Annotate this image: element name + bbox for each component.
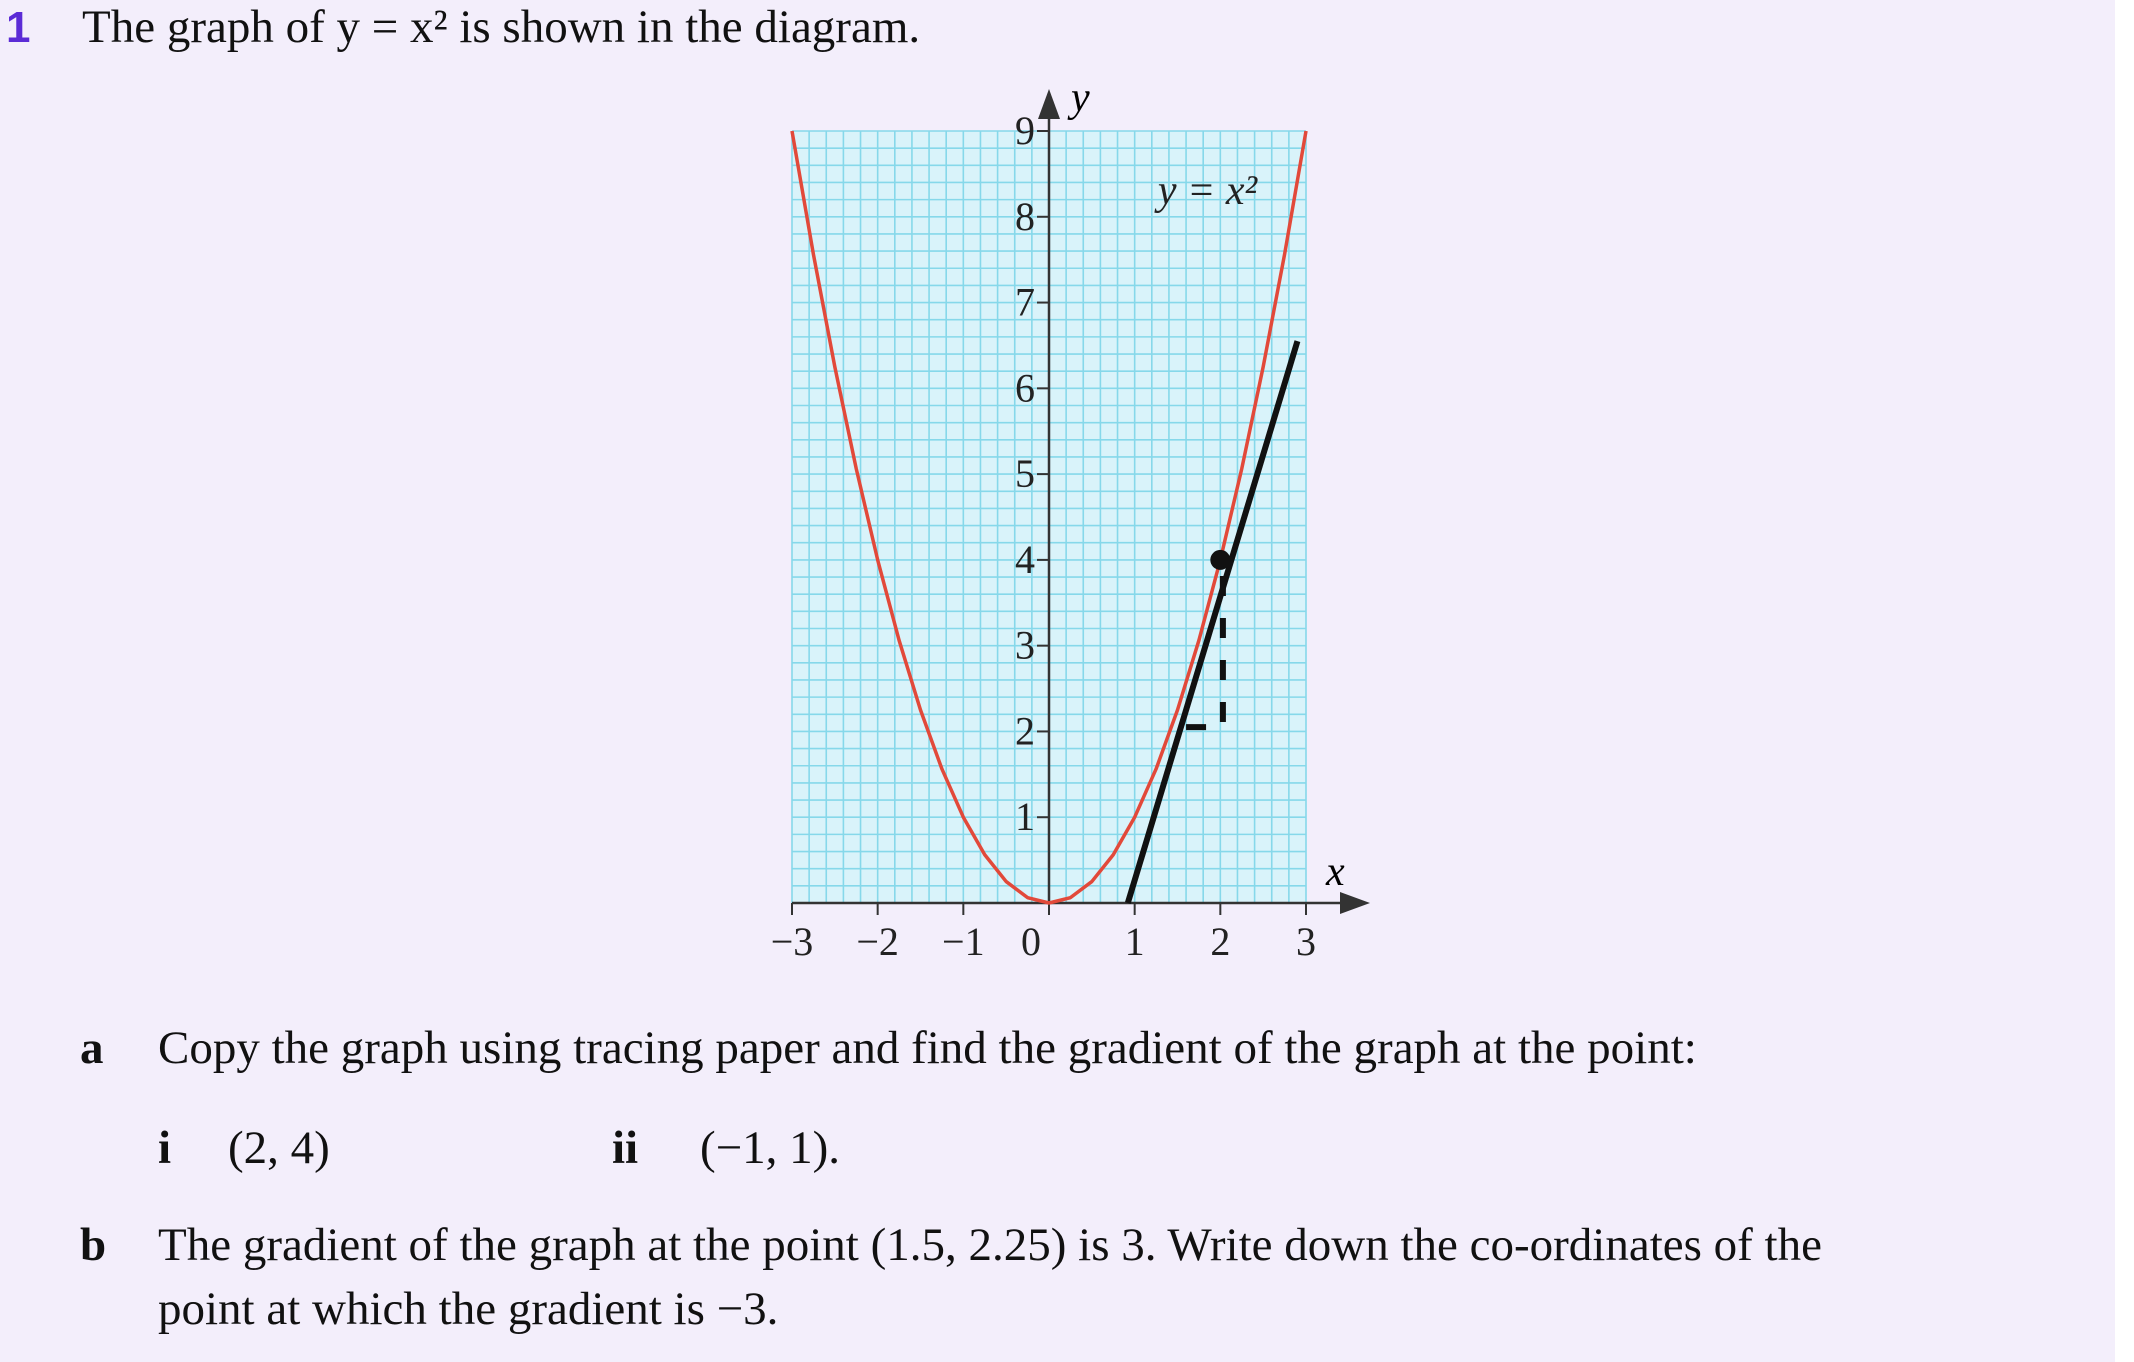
part-text: point at which the gradient is −3.: [158, 1283, 778, 1335]
part-label: a: [80, 1022, 104, 1074]
x-tick-label: 2: [1210, 919, 1230, 964]
x-tick-label: −1: [942, 919, 985, 964]
y-axis-arrow: [1038, 89, 1060, 119]
question-text: The graph of y = x² is shown in the diag…: [82, 1, 920, 53]
y-tick-label: 5: [1015, 451, 1035, 496]
y-axis-label: y: [1067, 75, 1090, 121]
point: [1210, 549, 1231, 570]
x-axis-label: x: [1325, 849, 1345, 895]
y-tick-label: 4: [1015, 537, 1035, 582]
subpart-label: i: [158, 1122, 171, 1174]
x-tick-label: 1: [1125, 919, 1145, 964]
y-tick-label: 6: [1015, 365, 1035, 410]
x-tick-label: −2: [856, 919, 899, 964]
series-line: [1124, 340, 1301, 904]
part-text: Copy the graph using tracing paper and f…: [158, 1022, 1697, 1074]
x-tick-label: −3: [771, 919, 814, 964]
y-tick-label: 3: [1015, 623, 1035, 668]
subpart-text: (2, 4): [228, 1122, 330, 1174]
y-tick-label: 8: [1015, 194, 1035, 239]
part-label: b: [80, 1219, 106, 1271]
x-tick-label: 0: [1021, 919, 1041, 964]
x-axis-arrow: [1340, 892, 1370, 914]
y-tick-label: 1: [1015, 794, 1035, 839]
part-text: The gradient of the graph at the point (…: [158, 1219, 1822, 1271]
subpart-text: (−1, 1).: [700, 1122, 840, 1174]
question-number: 1: [6, 3, 30, 52]
y-tick-label: 2: [1015, 708, 1035, 753]
x-tick-label: 3: [1296, 919, 1316, 964]
series-line: [1186, 559, 1226, 731]
y-tick-label: 9: [1015, 108, 1035, 153]
chart: x y −3 −2 −1 0 1 2 3 1 2 3 4 5 6 7 8 9 y = x²: [771, 75, 1370, 964]
curve-label: y = x²: [1154, 168, 1259, 214]
subpart-label: ii: [612, 1122, 638, 1174]
y-tick-label: 7: [1015, 280, 1035, 325]
